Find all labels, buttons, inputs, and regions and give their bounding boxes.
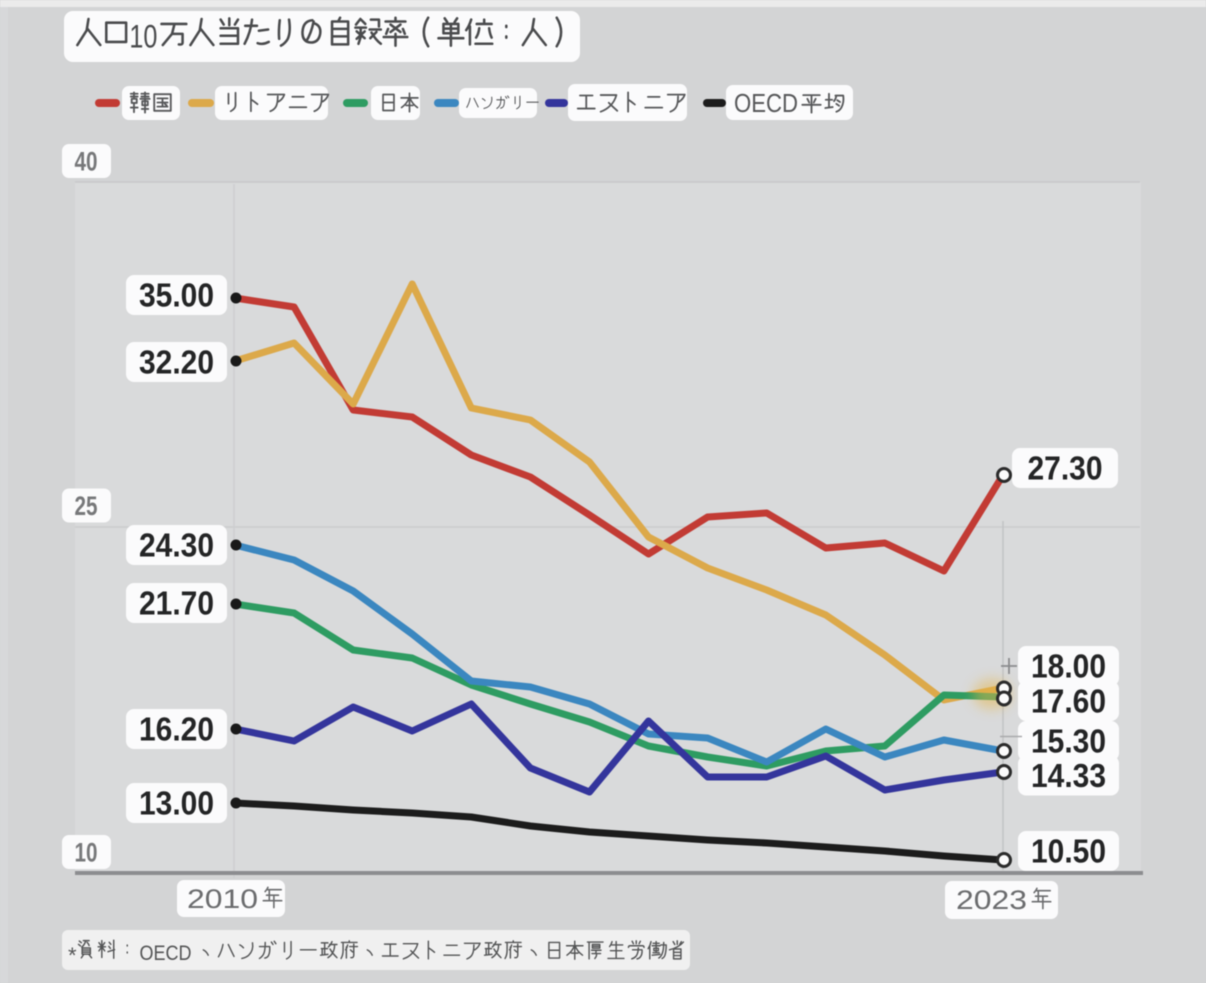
svg-text:*: * [68,943,77,968]
svg-text:16.20: 16.20 [139,711,214,748]
svg-text:18.00: 18.00 [1031,648,1106,685]
svg-text:15.30: 15.30 [1031,723,1106,760]
svg-text:24.30: 24.30 [139,527,214,564]
svg-text:32.20: 32.20 [139,344,214,381]
svg-text:17.60: 17.60 [1031,683,1106,720]
svg-text:35.00: 35.00 [139,277,214,314]
svg-text:14.33: 14.33 [1031,757,1106,794]
svg-text:13.00: 13.00 [139,785,214,822]
svg-text:40: 40 [75,147,98,177]
svg-text:10: 10 [129,19,157,55]
svg-text:OECD: OECD [734,88,798,118]
svg-text:10: 10 [75,838,98,868]
svg-text:OECD: OECD [140,942,192,965]
svg-text:2023: 2023 [956,885,1027,915]
svg-text:2010: 2010 [187,884,258,914]
svg-text:25: 25 [75,491,98,521]
svg-text:21.70: 21.70 [139,585,214,622]
svg-text:27.30: 27.30 [1028,450,1103,487]
svg-text:10.50: 10.50 [1031,833,1106,870]
